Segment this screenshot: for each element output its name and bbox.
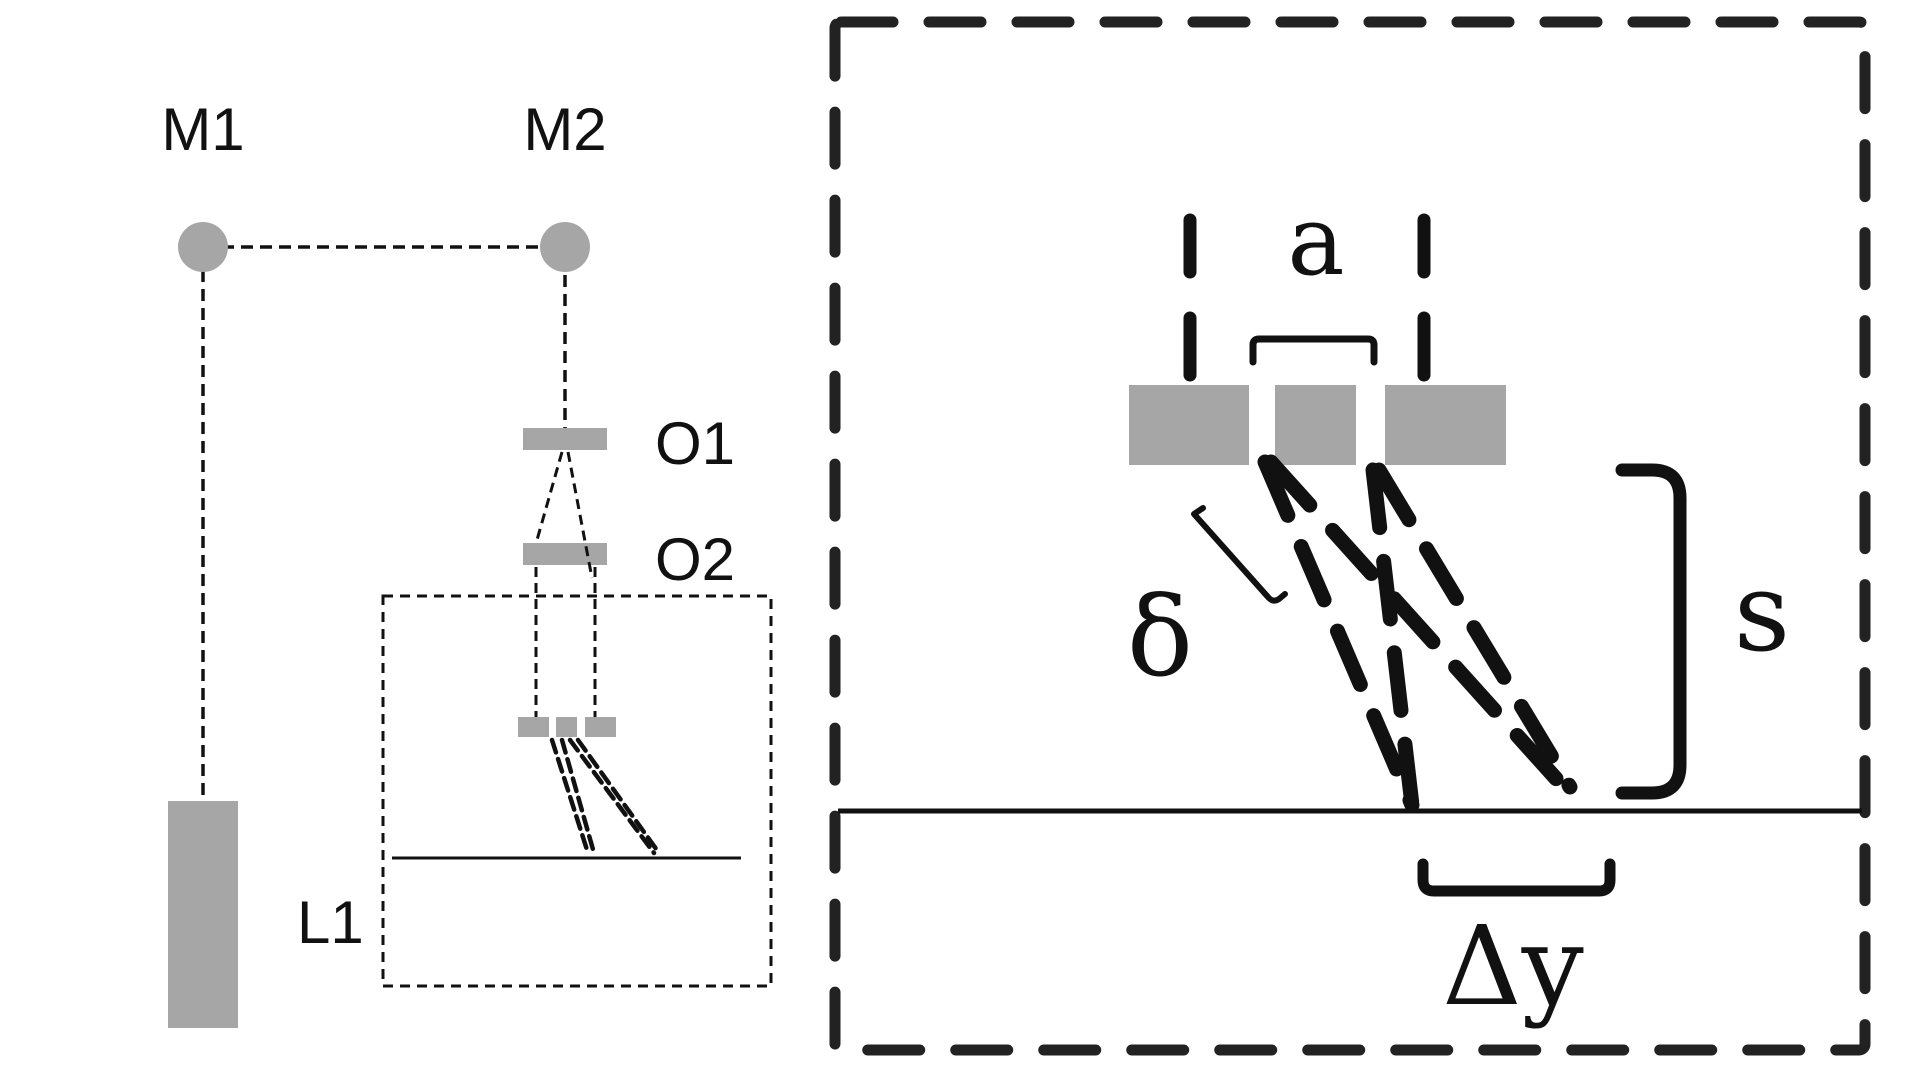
small-slit-block-left: [518, 717, 549, 737]
label-m2: M2: [523, 96, 606, 163]
zoom-region-box: [381, 594, 773, 988]
incoming-beams: [1183, 213, 1431, 382]
label-s: s: [1734, 548, 1790, 676]
slit-block-left: [1129, 385, 1249, 465]
label-o2: O2: [655, 526, 735, 593]
label-delta: δ: [1127, 573, 1193, 701]
zoomed-detail: a δ s Δy: [829, 16, 1871, 1056]
screen-distance-bracket: [1615, 463, 1687, 800]
zoom-frame: [829, 16, 1871, 1056]
fringe-spacing-bracket: [1417, 858, 1616, 897]
beam-o1-o2-right: [566, 451, 594, 579]
diffracted-beams: [1257, 454, 1578, 813]
small-slit-block-right: [585, 717, 616, 737]
slit-spacing-bracket: [1249, 335, 1378, 366]
small-diffracted-beams: [549, 737, 662, 856]
label-a: a: [1287, 185, 1344, 297]
label-l1: L1: [297, 889, 364, 956]
o1-plate: [523, 428, 607, 450]
small-slit-block-middle: [556, 717, 577, 737]
node-m1: [178, 222, 228, 272]
slit-block-right: [1385, 385, 1506, 465]
path-difference-bracket: [1191, 505, 1288, 604]
slit-block-middle: [1275, 385, 1356, 465]
beam-o1-o2-left: [535, 451, 564, 541]
o2-plate: [523, 543, 607, 565]
label-o1: O1: [655, 410, 735, 477]
label-m1: M1: [161, 96, 244, 163]
label-delta-y: Δy: [1442, 902, 1584, 1030]
node-m2: [540, 222, 590, 272]
overview-schematic: M1 M2 O1 O2: [161, 96, 773, 1028]
m1-mass-block: [168, 801, 238, 1028]
